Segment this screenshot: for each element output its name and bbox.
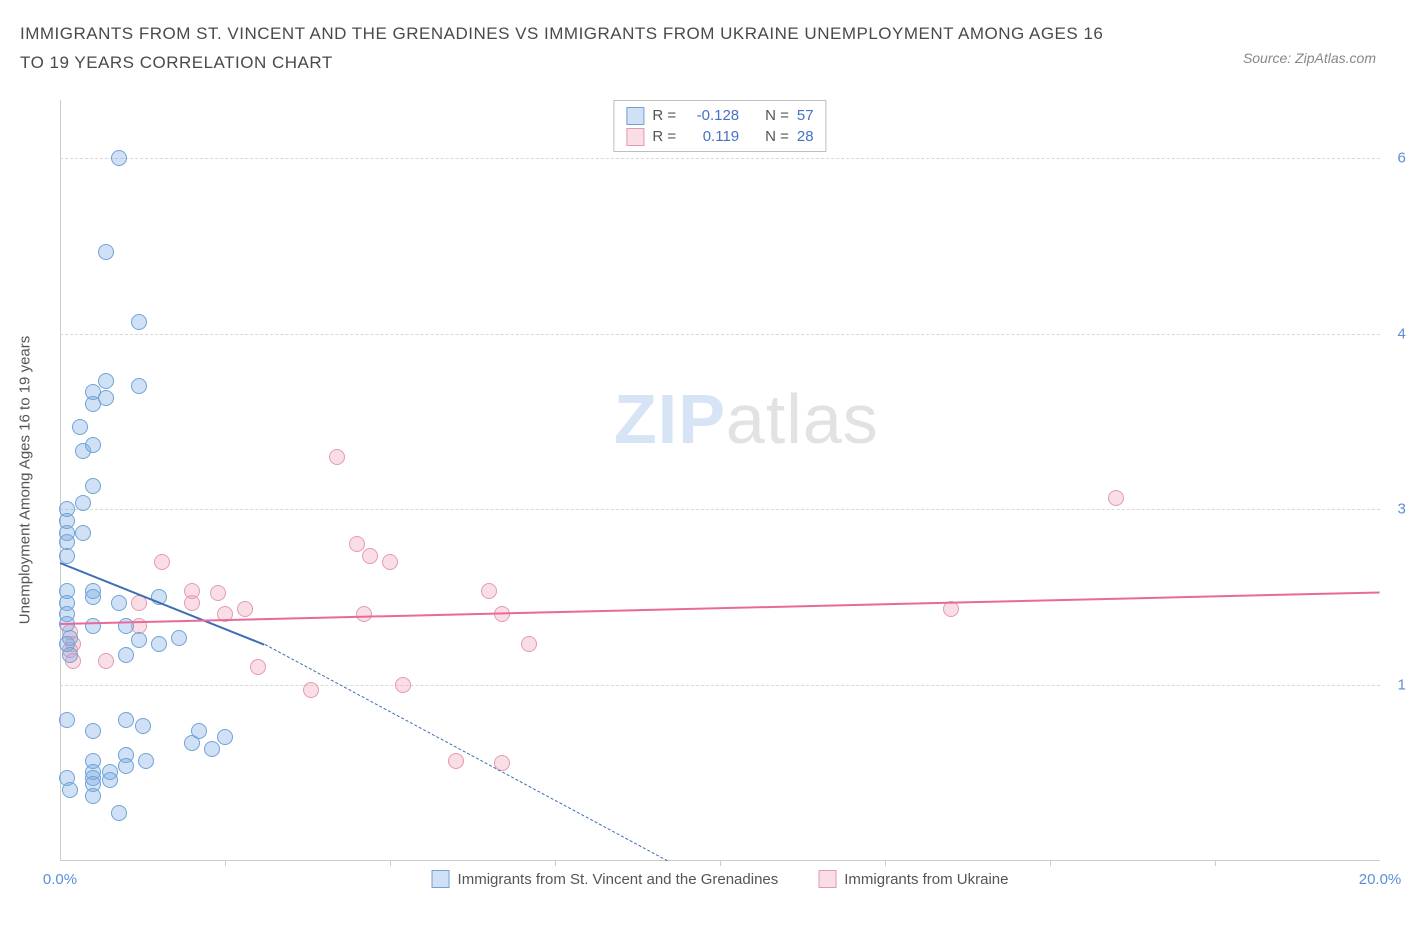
chart-title: IMMIGRANTS FROM ST. VINCENT AND THE GREN… <box>20 20 1120 78</box>
scatter-plot: 15.0%30.0%45.0%60.0%0.0%20.0% <box>60 100 1380 860</box>
point-blue <box>85 478 101 494</box>
r-value-pink: 0.119 <box>684 126 739 147</box>
swatch-pink-icon <box>626 128 644 146</box>
point-blue <box>111 595 127 611</box>
stats-row-pink: R = 0.119 N = 28 <box>626 126 813 147</box>
point-blue <box>131 314 147 330</box>
r-value-blue: -0.128 <box>684 105 739 126</box>
y-tick-label: 45.0% <box>1397 325 1406 342</box>
point-blue <box>171 630 187 646</box>
point-pink <box>362 548 378 564</box>
point-blue <box>98 390 114 406</box>
point-blue <box>191 723 207 739</box>
x-tick-label: 20.0% <box>1359 871 1402 888</box>
point-blue <box>62 647 78 663</box>
n-value-blue: 57 <box>797 105 814 126</box>
legend-label-pink: Immigrants from Ukraine <box>844 871 1008 888</box>
source-label: Source: ZipAtlas.com <box>1243 50 1376 66</box>
point-blue <box>75 495 91 511</box>
point-blue <box>204 741 220 757</box>
point-blue <box>118 712 134 728</box>
point-blue <box>111 150 127 166</box>
point-blue <box>98 244 114 260</box>
chart-area: ZIPatlas Unemployment Among Ages 16 to 1… <box>60 100 1380 860</box>
point-pink <box>448 753 464 769</box>
point-pink <box>184 595 200 611</box>
swatch-blue-icon <box>626 107 644 125</box>
trend-line <box>60 591 1380 625</box>
point-pink <box>1108 490 1124 506</box>
y-tick-label: 30.0% <box>1397 501 1406 518</box>
point-pink <box>395 677 411 693</box>
point-blue <box>217 729 233 745</box>
point-blue <box>102 772 118 788</box>
point-pink <box>349 536 365 552</box>
point-blue <box>85 437 101 453</box>
point-pink <box>481 583 497 599</box>
point-pink <box>210 585 226 601</box>
point-blue <box>131 378 147 394</box>
legend-item-blue: Immigrants from St. Vincent and the Gren… <box>432 870 779 888</box>
point-blue <box>131 632 147 648</box>
point-pink <box>237 601 253 617</box>
x-tick-label: 0.0% <box>43 871 77 888</box>
swatch-pink-icon <box>818 870 836 888</box>
y-tick-label: 60.0% <box>1397 150 1406 167</box>
r-label: R = <box>652 126 676 147</box>
n-label: N = <box>765 105 789 126</box>
point-pink <box>382 554 398 570</box>
point-blue <box>85 589 101 605</box>
point-blue <box>72 419 88 435</box>
point-blue <box>62 782 78 798</box>
point-blue <box>75 525 91 541</box>
trend-line <box>264 644 667 861</box>
point-pink <box>521 636 537 652</box>
point-blue <box>118 647 134 663</box>
point-blue <box>85 788 101 804</box>
point-blue <box>111 805 127 821</box>
point-pink <box>303 682 319 698</box>
point-blue <box>59 712 75 728</box>
point-blue <box>151 636 167 652</box>
point-blue <box>118 758 134 774</box>
point-blue <box>85 723 101 739</box>
stats-legend: R = -0.128 N = 57 R = 0.119 N = 28 <box>613 100 826 152</box>
legend-item-pink: Immigrants from Ukraine <box>818 870 1008 888</box>
point-blue <box>138 753 154 769</box>
point-blue <box>85 618 101 634</box>
point-pink <box>154 554 170 570</box>
point-blue <box>135 718 151 734</box>
r-label: R = <box>652 105 676 126</box>
y-tick-label: 15.0% <box>1397 676 1406 693</box>
stats-row-blue: R = -0.128 N = 57 <box>626 105 813 126</box>
y-axis-label: Unemployment Among Ages 16 to 19 years <box>17 336 34 625</box>
n-value-pink: 28 <box>797 126 814 147</box>
swatch-blue-icon <box>432 870 450 888</box>
point-pink <box>329 449 345 465</box>
point-blue <box>98 373 114 389</box>
point-pink <box>356 606 372 622</box>
series-legend: Immigrants from St. Vincent and the Gren… <box>432 870 1009 888</box>
legend-label-blue: Immigrants from St. Vincent and the Gren… <box>458 871 779 888</box>
point-pink <box>250 659 266 675</box>
point-pink <box>98 653 114 669</box>
n-label: N = <box>765 126 789 147</box>
